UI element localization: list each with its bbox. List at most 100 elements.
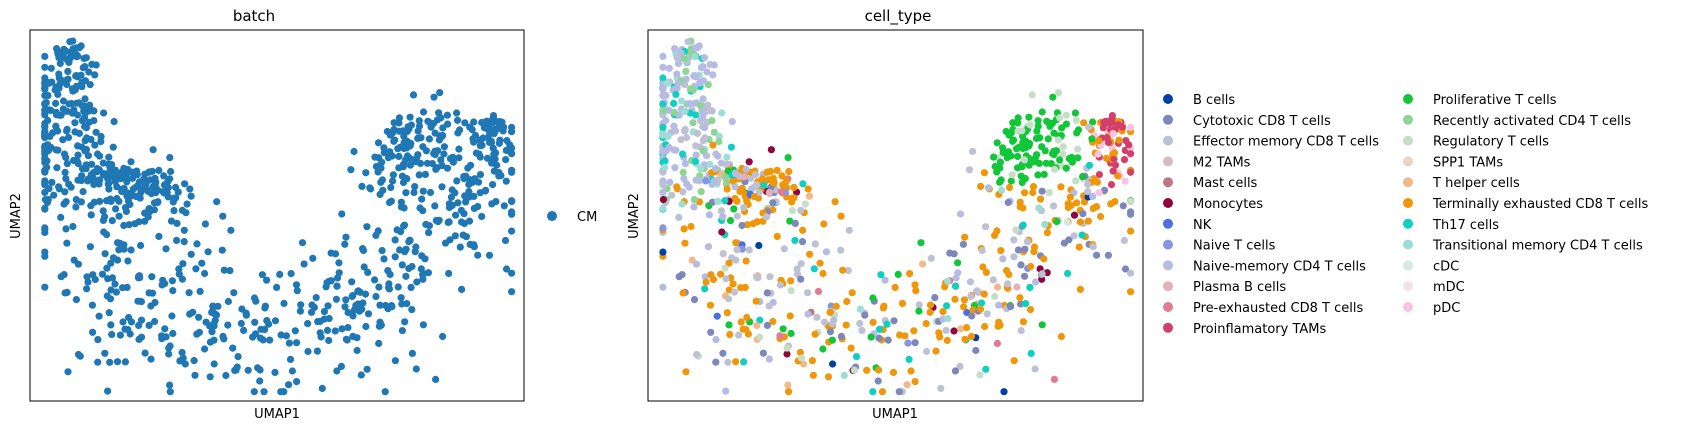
data-point <box>1034 122 1042 130</box>
data-point <box>708 117 716 125</box>
data-point <box>954 259 962 267</box>
data-point <box>1127 227 1135 235</box>
legend-label: pDC <box>1433 301 1460 316</box>
data-point <box>1109 130 1117 138</box>
data-point <box>738 221 746 230</box>
data-point <box>508 197 516 205</box>
data-point <box>286 355 295 363</box>
data-point <box>963 324 971 332</box>
data-point <box>1007 303 1015 311</box>
data-point <box>1064 200 1072 208</box>
data-point <box>91 275 99 284</box>
data-point <box>126 330 134 338</box>
data-point <box>210 336 218 344</box>
data-point <box>723 185 731 193</box>
data-point <box>740 204 748 212</box>
data-point <box>905 355 913 363</box>
data-point <box>276 270 284 278</box>
data-point <box>691 99 699 107</box>
data-point <box>743 221 752 229</box>
data-point <box>785 167 793 176</box>
batch-title: batch <box>233 7 275 25</box>
data-point <box>1127 208 1135 216</box>
data-point <box>808 357 817 365</box>
data-point <box>1030 243 1039 251</box>
data-point <box>333 367 341 375</box>
data-point <box>489 181 497 189</box>
data-point <box>695 177 704 185</box>
data-point <box>41 52 49 61</box>
data-point <box>105 153 113 161</box>
data-point <box>408 262 416 271</box>
data-point <box>335 269 343 277</box>
data-point <box>508 288 516 296</box>
data-point <box>419 321 427 329</box>
data-point <box>659 63 667 71</box>
batch-ylabel: UMAP2 <box>9 193 24 239</box>
data-point <box>1038 108 1046 116</box>
data-point <box>86 81 94 89</box>
data-point <box>455 145 463 153</box>
data-point <box>1002 267 1011 275</box>
data-point <box>697 188 705 196</box>
data-point <box>371 276 379 284</box>
data-point <box>839 266 847 274</box>
data-point <box>234 353 242 361</box>
data-point <box>668 191 676 199</box>
data-point <box>277 388 285 396</box>
data-point <box>1017 261 1025 269</box>
legend-label: T helper cells <box>1432 176 1520 191</box>
data-point <box>740 173 748 181</box>
data-point <box>449 153 457 161</box>
data-point <box>704 81 712 89</box>
data-point <box>687 222 695 231</box>
data-point <box>1026 283 1034 291</box>
data-point <box>390 137 398 145</box>
data-point <box>41 63 49 71</box>
data-point <box>342 233 350 241</box>
data-point <box>110 118 118 126</box>
data-point <box>372 292 380 301</box>
data-point <box>977 182 985 190</box>
data-point <box>1013 283 1021 291</box>
data-point <box>74 260 82 268</box>
data-point <box>923 347 931 356</box>
data-point <box>1038 321 1046 329</box>
data-point <box>78 102 86 110</box>
data-point <box>277 331 285 339</box>
data-point <box>316 329 324 337</box>
data-point <box>709 275 718 284</box>
data-point <box>508 150 516 158</box>
data-point <box>59 49 67 57</box>
data-point <box>384 267 392 275</box>
data-point <box>122 173 130 181</box>
legend-marker <box>547 211 557 221</box>
data-point <box>377 164 385 172</box>
data-point <box>271 317 280 325</box>
data-point <box>185 289 193 297</box>
data-point <box>1010 357 1018 365</box>
data-point <box>939 308 947 316</box>
data-point <box>415 122 424 130</box>
data-point <box>1111 198 1119 206</box>
data-point <box>219 332 227 340</box>
data-point <box>52 108 60 116</box>
data-point <box>385 198 394 207</box>
data-point <box>1014 114 1022 122</box>
data-point <box>41 196 50 204</box>
data-point <box>111 280 119 288</box>
data-point <box>415 117 423 125</box>
data-point <box>997 186 1006 194</box>
data-point <box>1084 188 1092 196</box>
data-point <box>1032 278 1040 286</box>
data-point <box>476 171 485 179</box>
data-point <box>169 329 177 338</box>
data-point <box>1109 167 1117 175</box>
data-point <box>1041 220 1049 228</box>
data-point <box>400 221 409 229</box>
data-point <box>438 183 446 191</box>
data-point <box>1070 232 1078 240</box>
data-point <box>896 331 904 339</box>
data-point <box>168 312 176 320</box>
data-point <box>59 97 68 105</box>
